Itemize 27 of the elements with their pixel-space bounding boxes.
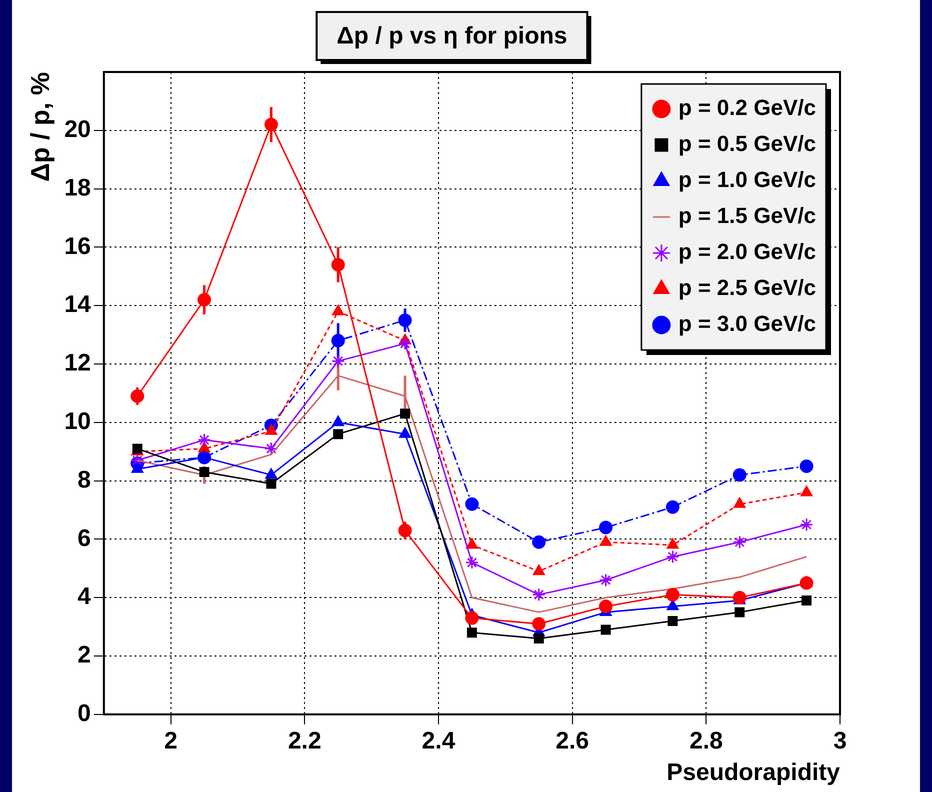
legend-label: p = 1.5 GeV/c [678, 203, 816, 228]
y-tick-label: 6 [78, 524, 91, 552]
y-tick-label: 20 [64, 116, 91, 144]
y-tick-label: 16 [64, 232, 91, 260]
x-tick-label: 2.2 [288, 727, 322, 754]
x-tick-label: 3 [833, 727, 847, 754]
x-tick-label: 2.6 [556, 727, 590, 754]
x-tick-label: 2.8 [689, 727, 723, 754]
legend-label: p = 2.5 GeV/c [678, 275, 816, 300]
y-axis-title: Δp / p, % [24, 72, 55, 182]
y-tick-label: 4 [78, 583, 92, 610]
y-tick-label: 2 [78, 642, 91, 669]
y-tick-label: 8 [78, 466, 91, 494]
legend-label: p = 2.0 GeV/c [678, 239, 816, 264]
y-tick-label: 10 [64, 408, 91, 436]
legend-label: p = 3.0 GeV/c [678, 311, 816, 336]
x-axis-title: Pseudorapidity [666, 759, 841, 786]
y-tick-label: 0 [78, 700, 91, 728]
chart-title: Δp / p vs η for pions [336, 22, 568, 50]
x-tick-label: 2 [164, 727, 178, 754]
y-tick-label: 14 [64, 291, 92, 318]
legend-label: p = 1.0 GeV/c [678, 167, 816, 192]
legend-label: p = 0.2 GeV/c [678, 95, 816, 120]
x-tick-label: 2.4 [422, 727, 456, 754]
legend-label: p = 0.5 GeV/c [678, 131, 816, 156]
y-tick-label: 12 [64, 350, 91, 377]
y-tick-label: 18 [64, 174, 91, 202]
